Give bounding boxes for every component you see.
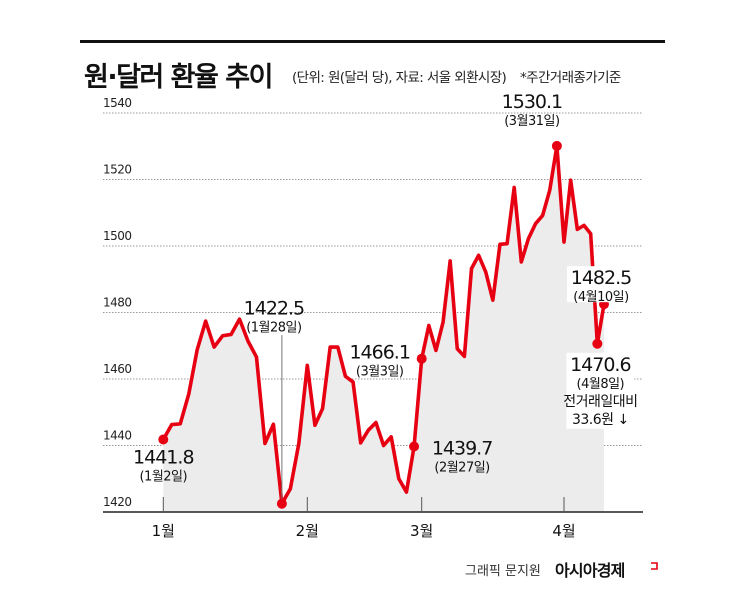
date-label: (2월27일) <box>434 460 489 475</box>
change-note: 전거래일대비 <box>563 394 637 410</box>
chart-subtitle: (단위: 원(달러 당), 자료: 서울 외환시장) <box>292 70 507 86</box>
x-tick-label: 4월 <box>552 522 575 540</box>
publisher-logo: 아시아경제 <box>555 561 625 580</box>
date-label: (3월3일) <box>356 365 404 380</box>
value-label: 1441.8 <box>133 447 193 469</box>
x-tick-label: 1월 <box>152 522 175 540</box>
date-label: (4월8일) <box>577 377 625 392</box>
area-fill <box>163 145 605 513</box>
y-tick-label: 1500 <box>103 229 132 243</box>
x-tick-label: 2월 <box>296 522 319 540</box>
y-tick-label: 1460 <box>103 362 132 376</box>
annotations: 1441.8(1월2일) 1422.5(1월28일) 1439.7(2월27일) 14… <box>133 91 638 509</box>
chart-note: *주간거래종가기준 <box>520 70 621 86</box>
date-label: (1월28일) <box>246 321 301 336</box>
y-tick-label: 1480 <box>103 296 132 310</box>
date-label: (1월2일) <box>139 470 187 485</box>
highlight-point <box>551 140 562 151</box>
y-tick-label: 1540 <box>103 96 132 110</box>
date-label: (4월10일) <box>573 290 628 305</box>
logo-mark-icon <box>651 562 658 570</box>
label-bg <box>567 266 635 303</box>
x-tick-label: 3월 <box>410 522 433 540</box>
graphic-credit: 그래픽 문지원 <box>465 564 541 579</box>
change-note: 33.6원 ↓ <box>572 412 629 428</box>
value-label: 1439.7 <box>432 437 492 459</box>
y-tick-label: 1440 <box>103 429 132 443</box>
value-label: 1482.5 <box>571 267 631 289</box>
series-line <box>161 144 606 506</box>
chart-title: 원·달러 환율 추이 <box>84 62 272 93</box>
value-label: 1422.5 <box>244 298 304 320</box>
top-rule <box>80 40 665 43</box>
y-tick-label: 1420 <box>103 495 132 509</box>
highlight-point <box>416 353 427 364</box>
value-label: 1466.1 <box>349 342 409 364</box>
date-label: (3월31일) <box>504 114 559 129</box>
area-under-line <box>163 145 605 513</box>
highlight-point <box>158 434 169 445</box>
value-label: 1470.6 <box>570 354 630 376</box>
highlight-point <box>592 338 603 349</box>
y-tick-label: 1520 <box>103 163 132 177</box>
label-bg <box>566 352 635 429</box>
highlight-point <box>409 441 420 452</box>
highlight-point <box>276 498 287 509</box>
value-label: 1530.1 <box>502 91 562 113</box>
x-axis: 1월 2월 3월 4월 <box>103 497 643 540</box>
